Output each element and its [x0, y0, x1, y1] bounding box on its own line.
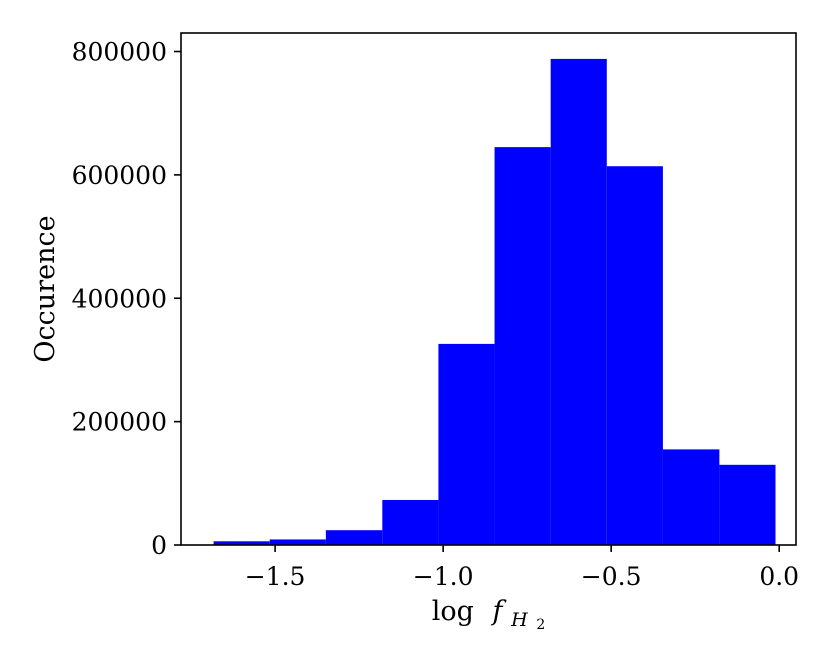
y-axis-ticks: 0 200000 400000 600000 800000 — [72, 38, 181, 560]
histogram-bar-2 — [269, 539, 326, 545]
x-tick-label: 0.0 — [759, 562, 799, 591]
histogram-bar-1 — [213, 541, 270, 545]
x-axis-label-subscript: H — [510, 609, 528, 631]
y-tick-label: 800000 — [72, 38, 167, 67]
y-tick-label: 0 — [151, 531, 167, 560]
y-tick-label: 400000 — [72, 284, 167, 313]
x-tick-label: −0.5 — [581, 562, 642, 591]
y-tick-label: 600000 — [72, 161, 167, 190]
histogram-bar-10 — [719, 464, 776, 545]
histogram-bar-4 — [382, 499, 439, 545]
x-axis-ticks: −1.5 −1.0 −0.5 0.0 — [245, 545, 799, 591]
histogram-bar-6 — [494, 147, 551, 545]
histogram-bar-7 — [550, 58, 607, 545]
histogram-bar-5 — [438, 343, 495, 545]
bars-group — [213, 58, 776, 545]
x-axis-label: log f H 2 — [432, 596, 545, 633]
x-axis-label-subsubscript: 2 — [536, 617, 545, 633]
histogram-bar-8 — [606, 166, 663, 545]
x-axis-label-symbol: f — [491, 596, 507, 627]
x-tick-label: −1.0 — [413, 562, 474, 591]
histogram-bar-9 — [662, 449, 720, 545]
histogram-bar-3 — [325, 530, 383, 545]
y-axis-label: Occurence — [30, 215, 61, 362]
y-tick-label: 200000 — [72, 408, 167, 437]
plot-frame — [180, 32, 797, 546]
x-tick-label: −1.5 — [245, 562, 306, 591]
x-axis-label-prefix: log — [432, 596, 474, 627]
